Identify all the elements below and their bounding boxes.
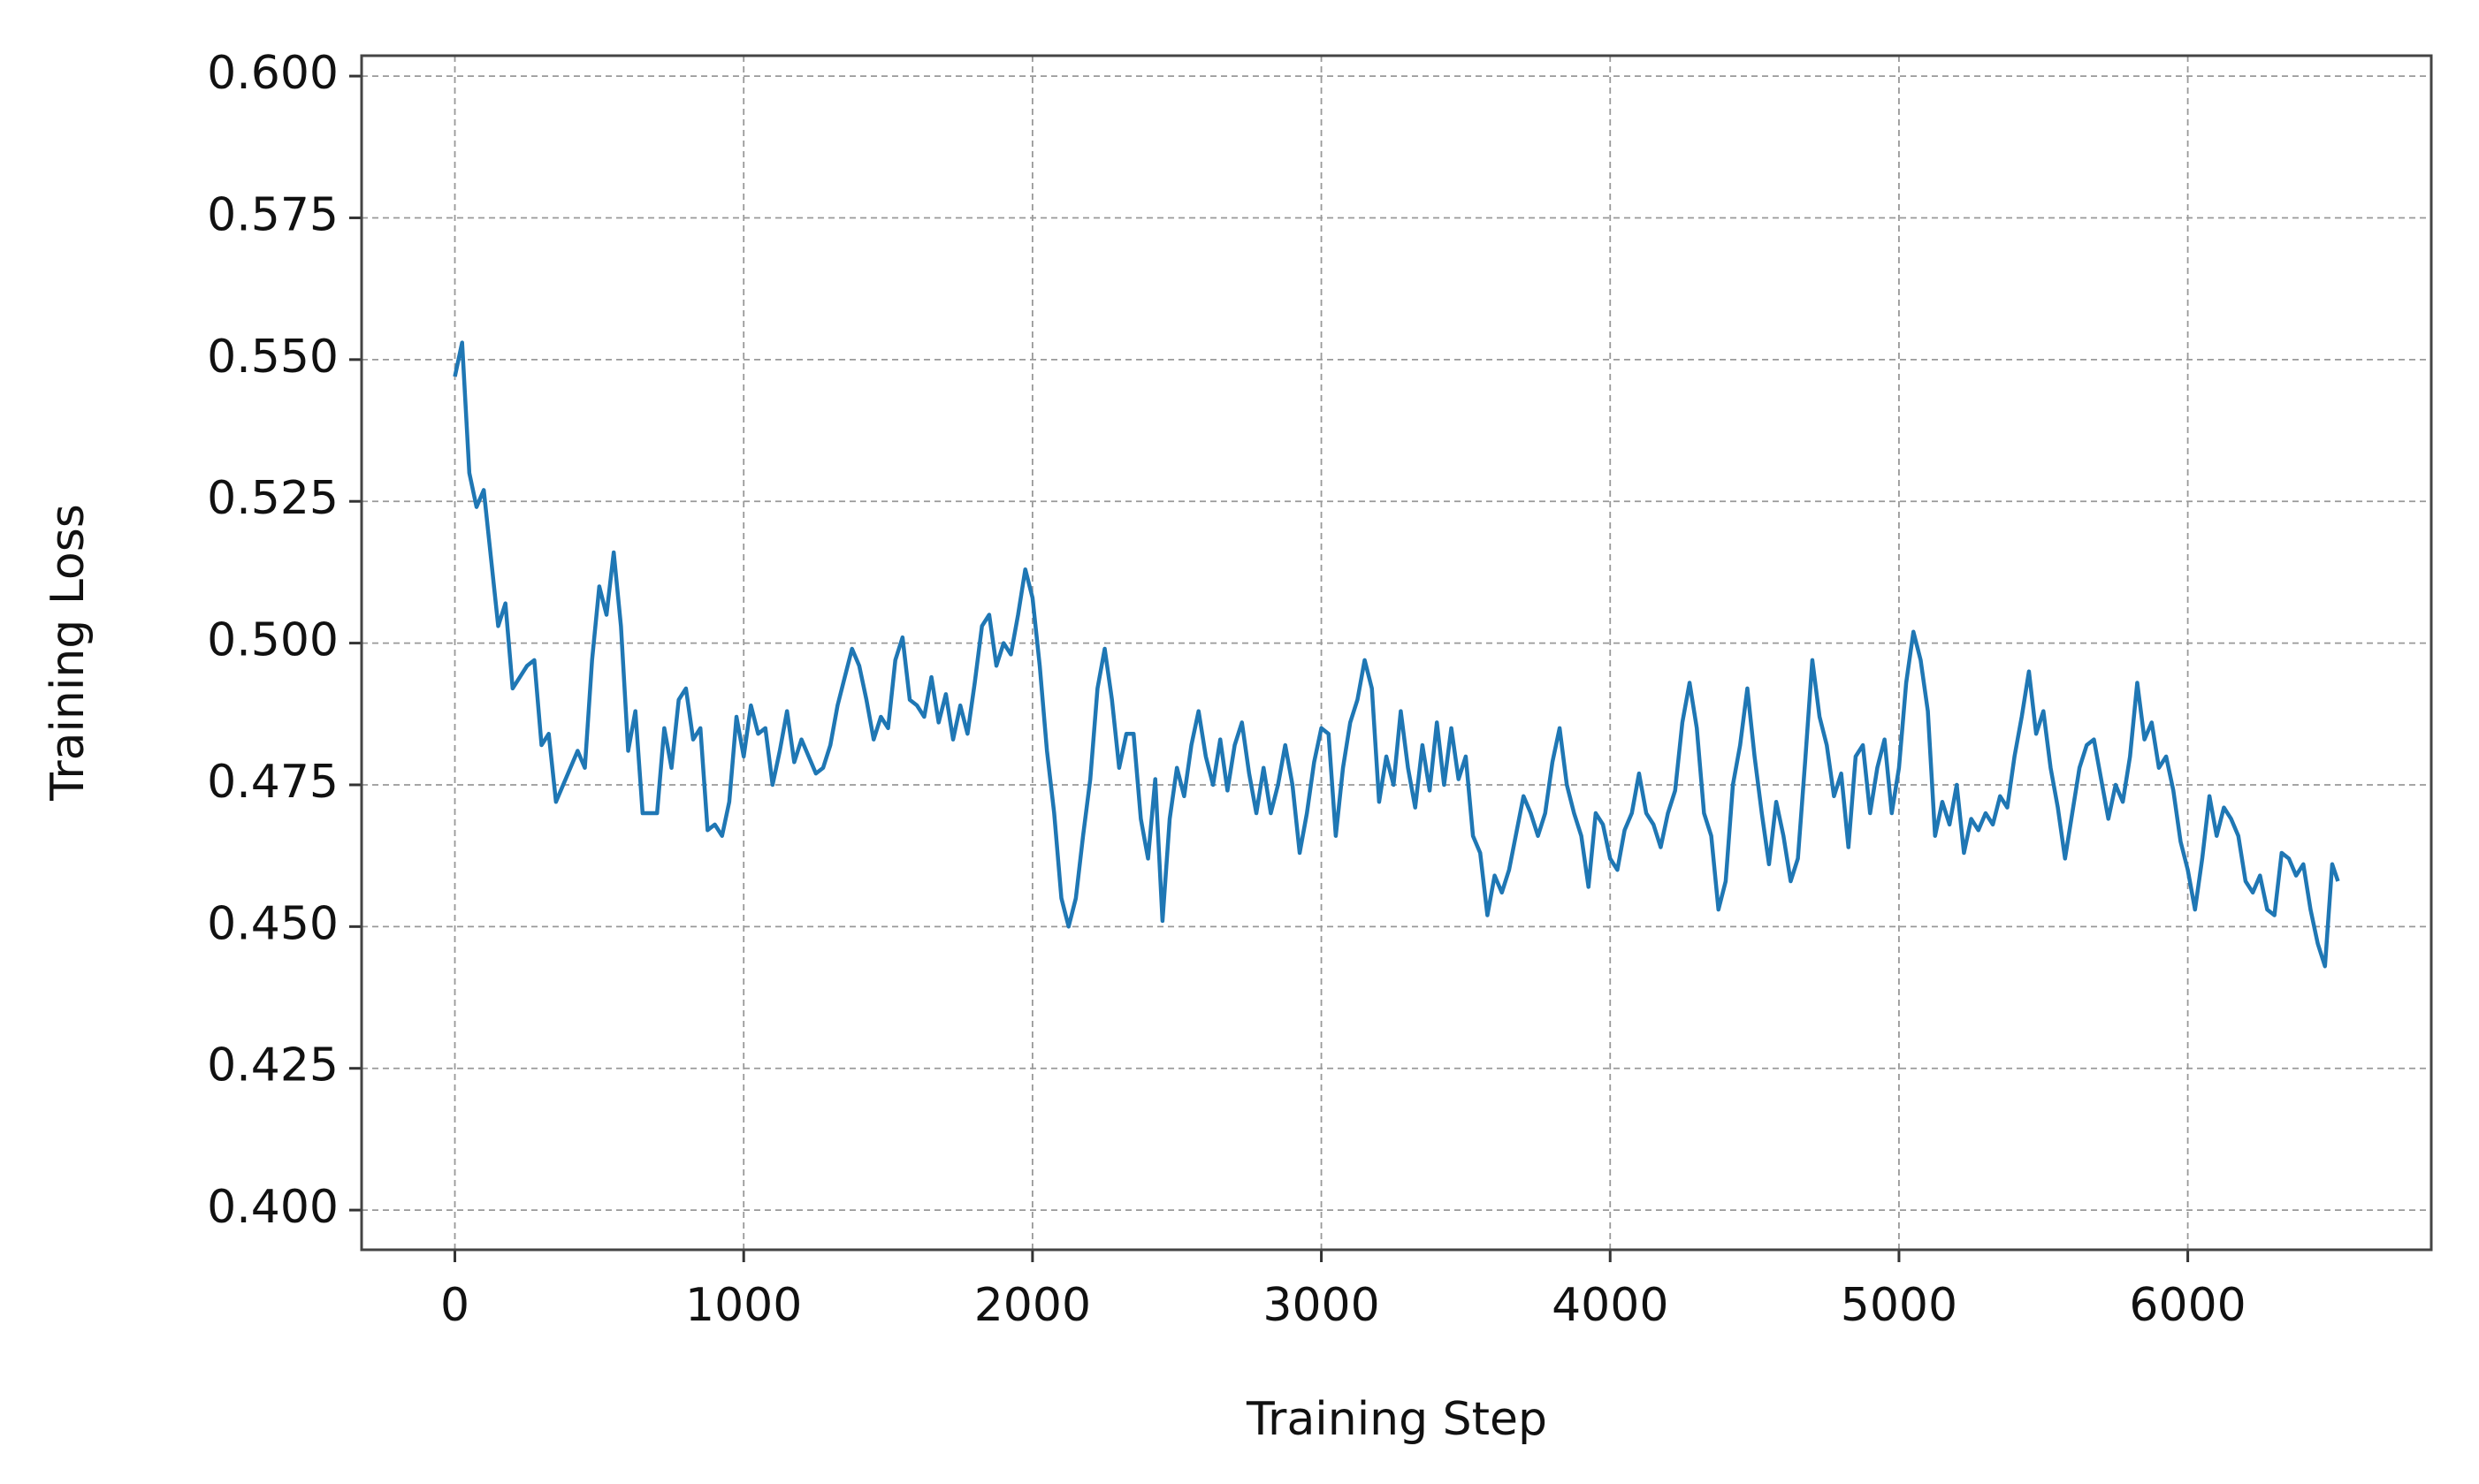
plot-frame [360, 54, 2433, 1252]
y-tick-label: 0.525 [207, 472, 339, 525]
x-tick-label: 0 [440, 1279, 469, 1332]
y-tick-label: 0.425 [207, 1039, 339, 1092]
x-tick-label: 2000 [974, 1279, 1091, 1332]
x-tick-label: 1000 [685, 1279, 802, 1332]
loss-line [453, 340, 2340, 969]
x-tick-label: 5000 [1841, 1279, 1957, 1332]
y-axis-title: Training Loss [42, 504, 95, 802]
x-tick-label: 3000 [1262, 1279, 1379, 1332]
y-tick-label: 0.400 [207, 1181, 339, 1234]
x-axis-title: Training Step [1246, 1393, 1547, 1446]
y-tick-label: 0.550 [207, 331, 339, 384]
x-tick-label: 4000 [1552, 1279, 1668, 1332]
y-tick-label: 0.575 [207, 188, 339, 241]
x-tick-label: 6000 [2129, 1279, 2246, 1332]
y-tick-label: 0.450 [207, 897, 339, 950]
y-tick-label: 0.600 [207, 47, 339, 100]
y-tick-label: 0.475 [207, 756, 339, 809]
y-tick-label: 0.500 [207, 614, 339, 667]
